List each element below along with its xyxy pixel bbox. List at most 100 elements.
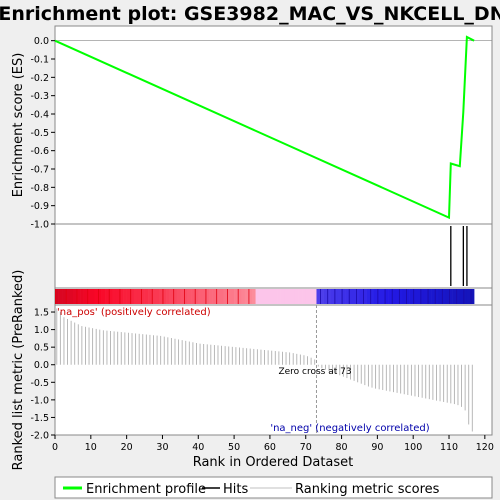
es-y-tick-label: -0.9 [30,201,49,212]
rank-color-segment [148,289,153,304]
rank-color-segment [87,289,92,304]
rank-color-segment [108,289,113,304]
es-y-tick-label: -0.4 [30,110,49,121]
rank-color-segment [212,289,217,304]
rank-color-segment [130,289,135,304]
rank-panel [54,304,493,436]
rank-color-segment [312,289,317,304]
legend-label-hits: Hits [223,482,248,497]
rank-color-segment [388,289,393,304]
rank-y-label: Ranked list metric (PreRanked) [11,270,26,471]
rank-color-segment [248,289,253,304]
rank-color-segment [352,289,357,304]
rank-color-segment [345,289,350,304]
rank-y-tick-label: -1.5 [30,413,49,424]
rank-color-segment [58,289,63,304]
rank-color-segment [391,289,396,304]
es-y-tick-label: -0.8 [30,183,49,194]
rank-color-segment [413,289,418,304]
rank-color-segment [65,289,70,304]
rank-color-segment [420,289,425,304]
rank-color-segment [302,289,307,304]
x-tick-label: 20 [121,442,133,453]
rank-color-segment [234,289,238,304]
rank-color-segment [427,289,432,304]
x-axis-label: Rank in Ordered Dataset [193,455,354,470]
x-tick-label: 0 [52,442,58,453]
rank-color-segment [416,289,421,304]
rank-color-segment [355,289,360,304]
x-tick-label: 50 [228,442,240,453]
rank-color-segment [373,289,378,304]
es-panel [54,25,493,225]
rank-color-segment [406,289,410,304]
rank-color-segment [180,289,185,304]
rank-color-segment [173,289,178,304]
rank-y-tick-label: -2.0 [30,431,49,442]
rank-color-segment [94,289,99,304]
rank-color-segment [223,289,228,304]
rank-color-segment [269,289,274,304]
rank-color-segment [162,289,167,304]
rank-color-segment [456,289,461,304]
x-tick-label: 60 [264,442,276,453]
rank-color-segment [198,289,203,304]
rank-color-segment [334,289,339,304]
rank-color-segment [463,289,468,304]
rank-color-segment [105,289,110,304]
rank-color-segment [359,289,364,304]
rank-color-segment [101,289,106,304]
x-tick-label: 30 [156,442,168,453]
rank-color-segment [115,289,120,304]
pos-correlated-label: 'na_pos' (positively correlated) [57,307,211,318]
rank-color-segment [459,289,464,304]
rank-y-tick-label: 0.0 [34,360,49,371]
rank-color-segment [366,289,371,304]
rank-color-segment [363,289,367,304]
es-y-tick-label: -0.1 [30,55,49,66]
zero-cross-label: Zero cross at 73 [278,367,351,377]
legend-label-ranking: Ranking metric scores [295,482,440,497]
rank-color-segment [262,289,267,304]
rank-color-segment [169,289,174,304]
x-tick-label: 120 [476,442,494,453]
rank-color-segment [155,289,160,304]
rank-color-segment [441,289,446,304]
enrichment-profile-line [54,35,475,220]
rank-color-segment [83,289,88,304]
es-y-tick-label: -0.6 [30,146,49,157]
rank-color-segment [445,289,450,304]
rank-color-segment [151,289,156,304]
rank-color-segment [90,289,95,304]
rank-color-segment [291,289,296,304]
rank-color-segment [72,289,77,304]
rank-color-segment [166,289,170,304]
rank-color-segment [409,289,414,304]
rank-color-segment [316,289,321,304]
rank-color-segment [330,289,335,304]
rank-color-segment [337,289,342,304]
rank-color-segment [140,289,145,304]
rank-color-segment [377,289,382,304]
rank-y-tick-label: -1.0 [30,395,49,406]
rank-color-segment [395,289,400,304]
legend-label-enrichment: Enrichment profile [86,482,206,497]
rank-color-segment [252,289,256,304]
rank-color-segment [187,289,192,304]
rank-color-segment [144,289,149,304]
rank-color-segment [402,289,407,304]
es-y-tick-label: 0.0 [34,36,49,47]
rank-color-segment [80,289,84,304]
rank-color-segment [341,289,346,304]
x-tick-label: 70 [300,442,312,453]
rank-color-segment [209,289,213,304]
rank-color-segment [219,289,224,304]
rank-color-segment [226,289,231,304]
rank-y-tick-label: 1.0 [34,325,49,336]
x-tick-label: 10 [85,442,97,453]
rank-y-tick-label: 1.5 [34,308,49,319]
rank-color-segment [62,289,67,304]
es-y-tick-label: -0.2 [30,73,49,84]
rank-color-segment [205,289,210,304]
rank-color-segment [137,289,142,304]
